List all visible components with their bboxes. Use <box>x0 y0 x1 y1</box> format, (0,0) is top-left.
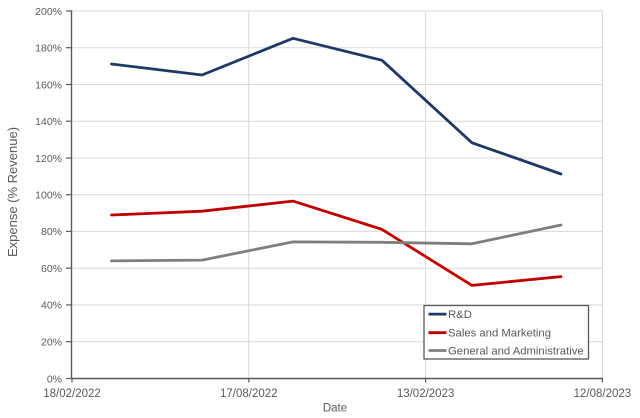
svg-text:Date: Date <box>323 403 347 415</box>
svg-text:40%: 40% <box>41 300 62 312</box>
svg-text:160%: 160% <box>35 79 62 91</box>
svg-text:13/02/2023: 13/02/2023 <box>397 388 455 400</box>
svg-text:General and Administrative: General and Administrative <box>448 345 584 357</box>
svg-text:120%: 120% <box>35 153 62 165</box>
svg-text:100%: 100% <box>35 190 62 202</box>
svg-text:17/08/2022: 17/08/2022 <box>220 388 278 400</box>
svg-text:180%: 180% <box>35 43 62 55</box>
svg-text:Expense (% Revenue): Expense (% Revenue) <box>5 127 20 257</box>
svg-text:0%: 0% <box>47 373 62 385</box>
svg-text:12/08/2023: 12/08/2023 <box>574 388 632 400</box>
svg-text:200%: 200% <box>35 6 62 18</box>
svg-text:Sales and Marketing: Sales and Marketing <box>448 328 551 340</box>
svg-text:80%: 80% <box>41 226 62 238</box>
svg-text:18/02/2022: 18/02/2022 <box>43 388 101 400</box>
svg-text:140%: 140% <box>35 116 62 128</box>
svg-text:20%: 20% <box>41 337 62 349</box>
svg-text:R&D: R&D <box>448 309 472 321</box>
svg-text:60%: 60% <box>41 263 62 275</box>
